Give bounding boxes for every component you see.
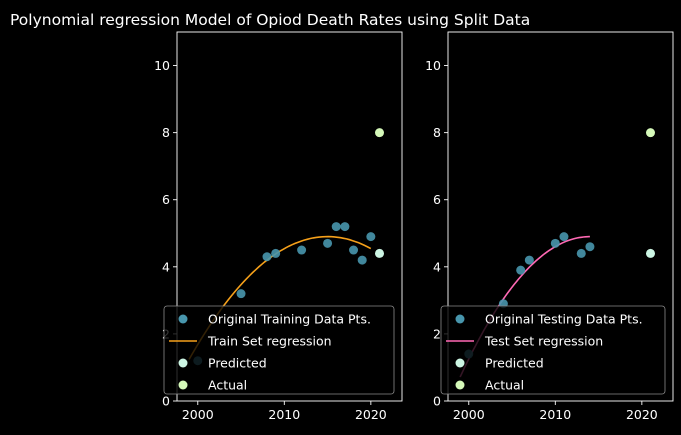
data-point <box>524 255 534 265</box>
data-point <box>271 248 281 258</box>
legend-marker-swatch <box>455 358 465 368</box>
data-point <box>516 265 526 275</box>
y-tick-label: 0 <box>162 394 170 409</box>
plot-frame <box>447 31 674 402</box>
y-tick-label: 10 <box>154 58 170 73</box>
data-point <box>357 255 367 265</box>
x-tick-label: 2000 <box>453 407 485 422</box>
x-tick-label: 2010 <box>268 407 300 422</box>
legend-box <box>440 305 666 395</box>
y-tick-label: 2 <box>433 326 441 341</box>
legend-label: Predicted <box>485 356 544 371</box>
legend-marker-swatch <box>178 314 188 324</box>
y-tick-label: 8 <box>433 125 441 140</box>
data-point <box>550 238 560 248</box>
legend-label: Train Set regression <box>207 334 332 349</box>
legend-marker-swatch <box>455 380 465 390</box>
figure-title: Polynomial regression Model of Opiod Dea… <box>10 11 530 29</box>
x-tick-label: 2020 <box>355 407 387 422</box>
legend-label: Actual <box>485 378 524 393</box>
data-point <box>331 222 341 232</box>
y-tick-label: 10 <box>425 58 441 73</box>
y-tick-label: 6 <box>162 192 170 207</box>
legend-marker-swatch <box>178 380 188 390</box>
data-point <box>585 242 595 252</box>
subplots: 2000 2010 2020 0 2 4 6 8 10 Original Training Dat… <box>154 31 674 422</box>
x-tick-label: 2020 <box>626 407 658 422</box>
y-tick-label: 4 <box>162 259 170 274</box>
predicted-point <box>375 248 384 258</box>
actual-point <box>375 128 384 138</box>
legend-label: Predicted <box>208 356 267 371</box>
y-tick-label: 8 <box>162 125 170 140</box>
data-point <box>366 232 376 242</box>
data-point <box>349 245 359 255</box>
y-tick-label: 4 <box>433 259 441 274</box>
data-point <box>559 232 569 242</box>
legend-marker-swatch <box>455 314 465 324</box>
data-point <box>340 222 350 232</box>
predicted-point <box>646 248 655 258</box>
data-point <box>576 248 586 258</box>
x-tick-label: 2010 <box>539 407 571 422</box>
y-tick-label: 6 <box>433 192 441 207</box>
actual-point <box>646 128 655 138</box>
data-point <box>323 238 333 248</box>
legend-label: Actual <box>208 378 247 393</box>
legend-marker-swatch <box>178 358 188 368</box>
legend: Original Training Data Pts. Train Set reg… <box>163 305 395 395</box>
legend-label: Original Training Data Pts. <box>208 312 371 327</box>
data-point <box>262 252 272 262</box>
legend-box <box>163 305 395 395</box>
legend: Original Testing Data Pts. Test Set regre… <box>440 305 666 395</box>
subplot-2: 2000 2010 2020 0 2 4 6 8 10 Original Testing Data… <box>425 31 674 422</box>
legend-label: Original Testing Data Pts. <box>485 312 643 327</box>
plot-frame <box>176 31 403 402</box>
legend-label: Test Set regression <box>484 334 603 349</box>
data-point <box>297 245 307 255</box>
y-tick-label: 0 <box>433 394 441 409</box>
x-tick-label: 2000 <box>182 407 214 422</box>
data-point <box>236 289 246 299</box>
